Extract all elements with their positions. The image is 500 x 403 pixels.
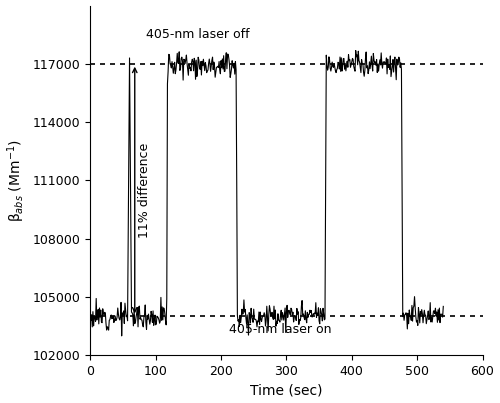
Y-axis label: β$_{abs}$ (Mm$^{-1}$): β$_{abs}$ (Mm$^{-1}$) [6,139,27,222]
Text: 405-nm laser on: 405-nm laser on [228,323,331,336]
Text: 405-nm laser off: 405-nm laser off [146,27,250,41]
Text: 11% difference: 11% difference [138,142,151,238]
X-axis label: Time (sec): Time (sec) [250,383,322,397]
